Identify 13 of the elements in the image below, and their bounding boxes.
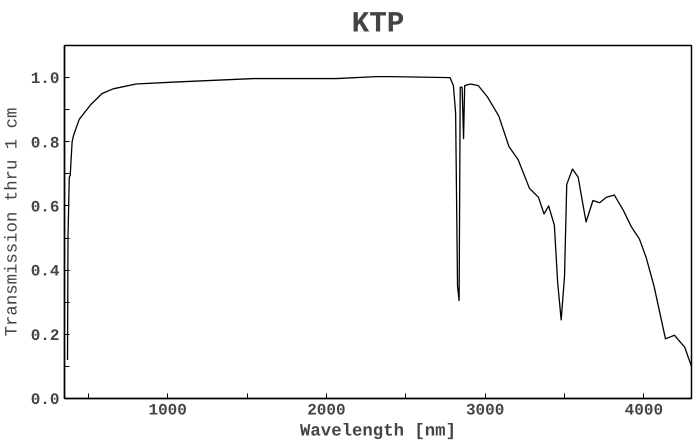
- y-tick-label: 0.6: [30, 198, 60, 216]
- y-axis-title: Transmission thru 1 cm: [4, 108, 23, 336]
- x-tick-label: 4000: [624, 402, 664, 420]
- y-tick-label: 0.0: [30, 391, 60, 409]
- y-tick-label: 0.2: [30, 326, 60, 345]
- y-tick-label: 0.4: [30, 262, 60, 281]
- chart-title: KTP: [352, 8, 404, 40]
- x-tick-label: 2000: [307, 402, 346, 420]
- y-tick-label: 1.0: [30, 70, 60, 88]
- x-axis-title: Wavelength [nm]: [300, 422, 456, 442]
- x-tick-label: 3000: [466, 402, 504, 420]
- y-tick-label: 0.8: [30, 134, 60, 152]
- x-tick-label: 1000: [148, 402, 187, 420]
